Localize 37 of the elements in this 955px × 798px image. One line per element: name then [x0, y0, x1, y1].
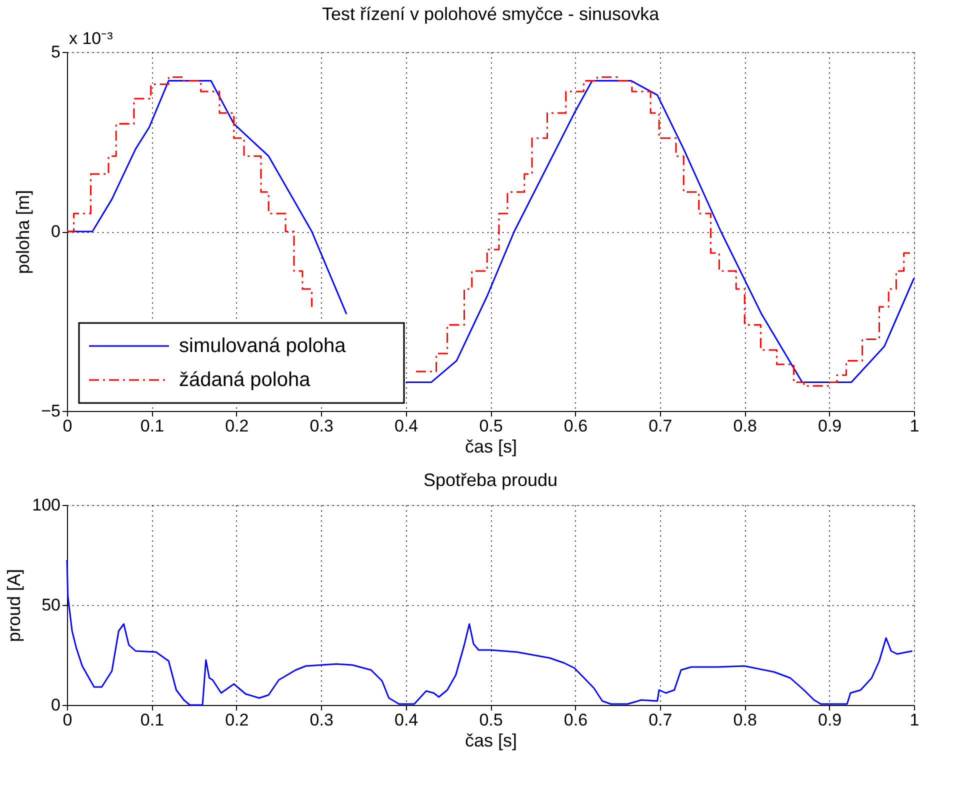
y-tick-label: 0 — [51, 696, 60, 714]
x-tick-label: 0.8 — [733, 416, 757, 436]
x-axis-title: čas [s] — [464, 436, 518, 456]
x-tick-label: 0.8 — [733, 710, 757, 730]
legend-label: simulovaná poloha — [179, 335, 347, 357]
x-tick-label: 0.4 — [394, 416, 418, 436]
chart-title: Test řízení v polohové smyčce - sinusovka — [322, 4, 660, 24]
x-tick-label: 0.9 — [818, 710, 842, 730]
legend-label: žádaná poloha — [179, 369, 312, 391]
x-tick-label: 0.4 — [394, 710, 418, 730]
x-tick-label: 0.3 — [310, 710, 334, 730]
x-tick-label: 0.1 — [140, 416, 164, 436]
x-tick-label: 0.2 — [225, 416, 249, 436]
x-tick-label: 0 — [62, 416, 72, 436]
x-tick-label: 0.1 — [140, 710, 164, 730]
y-tick-label: 0 — [51, 222, 60, 241]
y-axis-title: poloha [m] — [13, 190, 34, 274]
x-tick-label: 0.5 — [479, 710, 503, 730]
x-tick-label: 0.6 — [564, 710, 588, 730]
y-tick-label: 100 — [32, 496, 60, 514]
x-tick-label: 0.7 — [648, 416, 672, 436]
x-tick-label: 1 — [910, 416, 920, 436]
chart-title: Spotřeba proudu — [423, 470, 558, 490]
y-axis-title: proud [A] — [4, 568, 24, 642]
x-tick-label: 0.9 — [818, 416, 842, 436]
x-tick-label: 0.5 — [479, 416, 503, 436]
x-tick-label: 0.6 — [564, 416, 588, 436]
x-tick-label: 0 — [62, 710, 72, 730]
x-tick-label: 0.3 — [310, 416, 334, 436]
y-tick-label: 50 — [42, 596, 60, 614]
x-tick-label: 1 — [910, 710, 920, 730]
x-tick-label: 0.7 — [648, 710, 672, 730]
text: x 10⁻³ — [69, 29, 114, 48]
y-tick-label: −5 — [41, 402, 60, 420]
x-axis-title: čas [s] — [464, 730, 518, 750]
y-tick-label: 5 — [51, 42, 60, 62]
x-tick-label: 0.2 — [225, 710, 249, 730]
